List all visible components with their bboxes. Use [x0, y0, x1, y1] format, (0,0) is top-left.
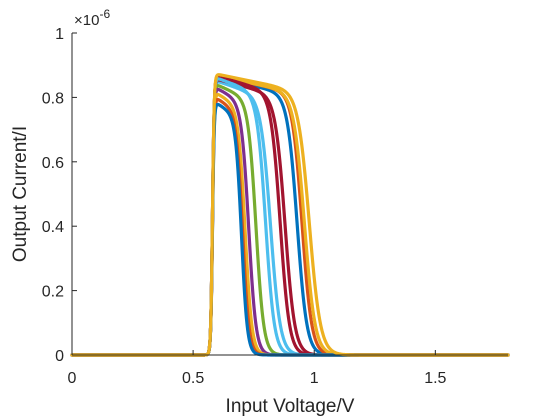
series-line-9: [70, 87, 510, 357]
y-axis-title: Output Current/I: [10, 126, 31, 262]
y-tick-label: 0.6: [42, 155, 64, 172]
y-tick-label: 0: [55, 348, 64, 365]
x-tick-label: 1: [310, 370, 319, 387]
x-tick-label: 0.5: [182, 370, 204, 387]
series-line-8: [70, 84, 510, 357]
y-tick-label: 0.8: [42, 90, 64, 107]
y-tick-label: 0.4: [42, 219, 64, 236]
series-line-1: [70, 80, 510, 357]
series-line-2: [70, 78, 510, 357]
y-multiplier-label: ×10-6: [74, 7, 110, 29]
ticks-layer: 0 0.5 1 1.5 0 0.2 0.4 0.6 0.8 1: [42, 26, 447, 387]
series-line-3: [70, 76, 510, 357]
x-tick-label: 1.5: [424, 370, 446, 387]
axes-layer: [71, 33, 508, 356]
x-axis-title: Input Voltage/V: [226, 396, 355, 417]
series-layer: [70, 73, 510, 357]
series-line-7: [70, 77, 510, 357]
x-tick-label: 0: [68, 370, 77, 387]
series-line-4: [70, 74, 510, 357]
y-tick-label: 1: [55, 26, 64, 43]
y-tick-label: 0.2: [42, 284, 64, 301]
